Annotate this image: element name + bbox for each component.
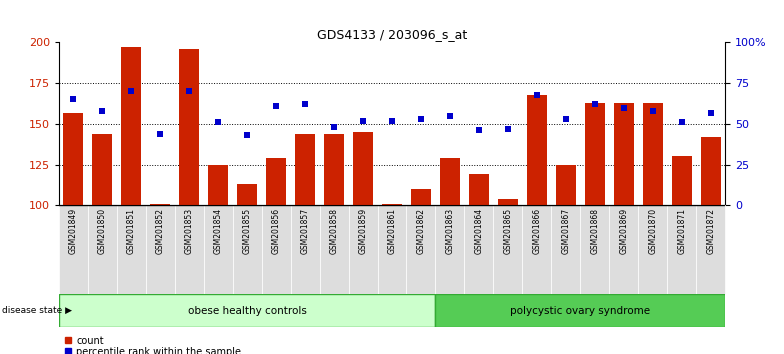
Text: GSM201863: GSM201863 [445, 208, 455, 254]
Point [183, 88, 195, 94]
Text: GSM201850: GSM201850 [98, 208, 107, 254]
Point [444, 113, 456, 119]
Point [531, 92, 543, 97]
Text: polycystic ovary syndrome: polycystic ovary syndrome [510, 306, 651, 316]
Bar [64, 113, 83, 205]
Point [473, 127, 485, 133]
Point [212, 119, 224, 125]
Text: GSM201870: GSM201870 [648, 208, 657, 254]
Bar [493, 205, 522, 294]
Text: disease state ▶: disease state ▶ [2, 306, 71, 315]
Bar [179, 49, 199, 205]
Text: GSM201861: GSM201861 [387, 208, 397, 254]
Bar [266, 158, 286, 205]
Bar [580, 205, 609, 294]
Text: GSM201872: GSM201872 [706, 208, 715, 254]
Bar [378, 205, 406, 294]
Point [589, 102, 601, 107]
Title: GDS4133 / 203096_s_at: GDS4133 / 203096_s_at [317, 28, 467, 41]
Text: GSM201867: GSM201867 [561, 208, 570, 254]
Bar [353, 132, 373, 205]
Text: GSM201859: GSM201859 [358, 208, 368, 254]
Bar [498, 199, 518, 205]
Bar [435, 294, 725, 327]
Point [676, 119, 688, 125]
Point [299, 102, 311, 107]
Text: GSM201869: GSM201869 [619, 208, 628, 254]
Bar [204, 205, 233, 294]
Bar [262, 205, 291, 294]
Text: GSM201851: GSM201851 [127, 208, 136, 254]
Point [357, 118, 369, 124]
Point [560, 116, 572, 122]
Text: GSM201856: GSM201856 [271, 208, 281, 254]
Text: GSM201849: GSM201849 [69, 208, 78, 254]
Bar [672, 156, 691, 205]
Bar [667, 205, 696, 294]
Point [328, 124, 340, 130]
Bar [406, 205, 435, 294]
Bar [464, 205, 493, 294]
Bar [93, 134, 112, 205]
Point [96, 108, 108, 114]
Text: GSM201853: GSM201853 [185, 208, 194, 254]
Bar [88, 205, 117, 294]
Bar [295, 134, 315, 205]
Text: GSM201854: GSM201854 [214, 208, 223, 254]
Bar [614, 103, 634, 205]
Text: GSM201857: GSM201857 [300, 208, 310, 254]
Text: GSM201852: GSM201852 [156, 208, 165, 254]
Bar [551, 205, 580, 294]
Bar [527, 95, 547, 205]
Bar [121, 47, 141, 205]
Bar [638, 205, 667, 294]
Text: obese healthy controls: obese healthy controls [187, 306, 307, 316]
Bar [435, 205, 464, 294]
Bar [696, 205, 725, 294]
Point [270, 103, 282, 109]
Bar [382, 204, 402, 205]
Point [125, 88, 137, 94]
Text: GSM201866: GSM201866 [532, 208, 542, 254]
Bar [609, 205, 638, 294]
Bar [522, 205, 551, 294]
Bar [233, 205, 262, 294]
Point [415, 116, 427, 122]
Bar [643, 103, 663, 205]
Bar [320, 205, 349, 294]
Point [386, 118, 398, 124]
Text: GSM201871: GSM201871 [677, 208, 686, 254]
Text: GSM201864: GSM201864 [474, 208, 484, 254]
Bar [237, 184, 257, 205]
Text: GSM201855: GSM201855 [242, 208, 252, 254]
Text: GSM201868: GSM201868 [590, 208, 599, 254]
Point [502, 126, 514, 132]
Point [241, 132, 253, 138]
Text: GSM201865: GSM201865 [503, 208, 513, 254]
Bar [701, 137, 720, 205]
Bar [208, 165, 228, 205]
Bar [150, 204, 170, 205]
Bar [585, 103, 605, 205]
Bar [556, 165, 576, 205]
Bar [411, 189, 431, 205]
Bar [349, 205, 378, 294]
Bar [59, 294, 435, 327]
Bar [59, 205, 88, 294]
Point [67, 97, 79, 102]
Bar [291, 205, 320, 294]
Text: GSM201858: GSM201858 [329, 208, 339, 254]
Bar [117, 205, 146, 294]
Bar [146, 205, 175, 294]
Legend: count, percentile rank within the sample: count, percentile rank within the sample [64, 336, 241, 354]
Point [618, 105, 630, 110]
Bar [324, 134, 344, 205]
Bar [440, 158, 460, 205]
Text: GSM201862: GSM201862 [416, 208, 426, 254]
Bar [175, 205, 204, 294]
Bar [469, 175, 489, 205]
Point [647, 108, 659, 114]
Point [154, 131, 166, 137]
Point [705, 110, 717, 115]
